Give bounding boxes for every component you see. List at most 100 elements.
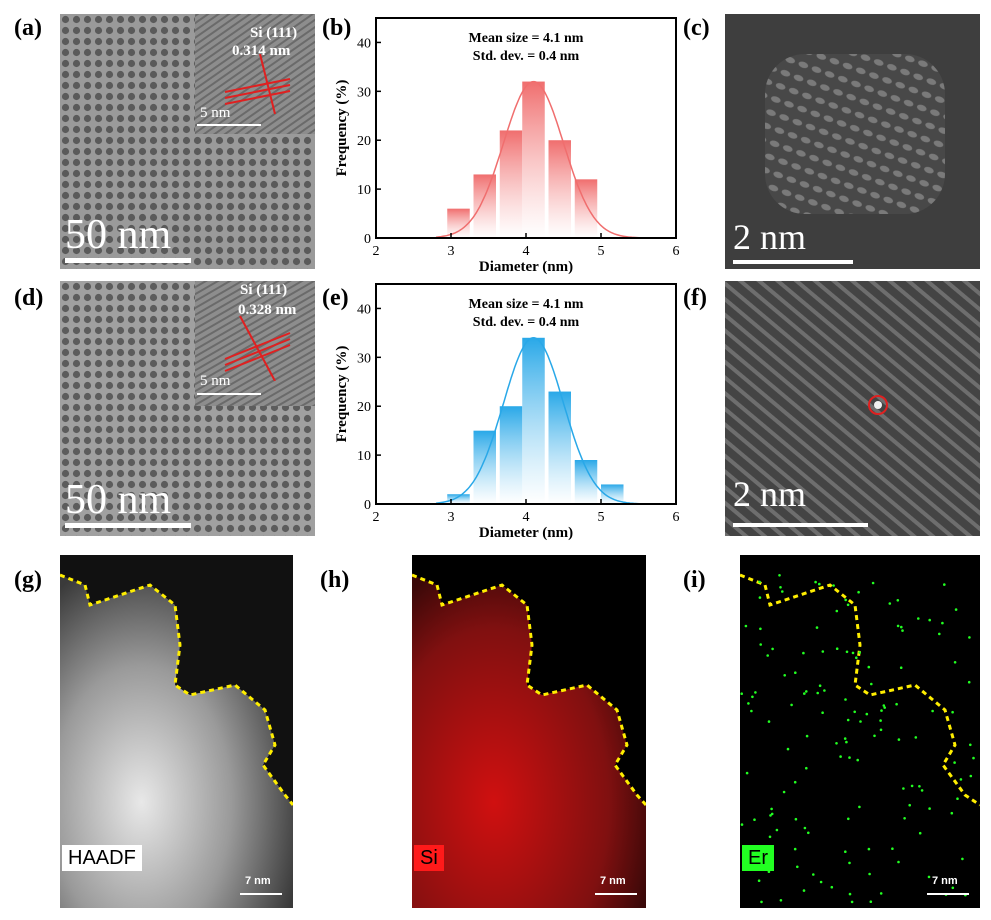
- er-dot: [969, 774, 973, 778]
- hist-b-ytick-label: 10: [357, 183, 371, 198]
- er-dot: [818, 684, 822, 687]
- er-dot: [745, 771, 749, 775]
- er-dot: [782, 790, 786, 794]
- histogram-b-svg: 2 3 4 5 6 0 10 20 30 40 Diameter (nm) Frequency (%)…: [334, 17, 680, 275]
- hist-b-xtick-label: 6: [673, 244, 680, 259]
- er-dot: [846, 718, 850, 722]
- er-dot: [816, 691, 819, 695]
- er-dot: [879, 719, 882, 722]
- er-dot: [901, 629, 904, 632]
- hist-b-ytick-label: 30: [357, 85, 371, 100]
- er-dot: [740, 692, 743, 695]
- er-dot: [781, 590, 784, 593]
- hist-e-ytick-label: 30: [357, 351, 371, 366]
- inset-title-d: Si (111): [240, 282, 288, 298]
- inset-scale-bar-d: [197, 393, 261, 395]
- inset-spacing-a: 0.314 nm: [232, 43, 291, 59]
- er-dot: [914, 736, 918, 739]
- scale-text-a: 50 nm: [65, 212, 172, 258]
- hist-e-ytick-label: 0: [364, 498, 371, 513]
- er-dot: [751, 695, 754, 699]
- er-dot: [846, 603, 850, 607]
- er-dot: [941, 621, 944, 625]
- er-dot: [959, 778, 963, 781]
- er-dot: [821, 650, 825, 653]
- er-dot: [807, 831, 810, 835]
- hist-e-bar: [473, 430, 496, 504]
- er-dot: [778, 574, 781, 577]
- er-dot: [802, 889, 806, 892]
- scale-bar-a: [65, 258, 191, 263]
- lattice-marker-d: [224, 315, 291, 381]
- er-dot: [918, 785, 921, 788]
- panel-label-c: (c): [683, 15, 710, 41]
- hist-b-bar: [574, 179, 598, 238]
- hist-e-bar: [499, 406, 523, 504]
- er-dot: [832, 584, 835, 587]
- scale-text-h: 7 nm: [600, 875, 626, 887]
- er-dot: [873, 734, 876, 738]
- er-dot: [968, 636, 971, 639]
- er-dot: [767, 870, 771, 873]
- scale-text-f: 2 nm: [733, 474, 807, 514]
- er-dot: [969, 743, 972, 747]
- er-dot: [848, 892, 852, 896]
- er-dot: [867, 847, 871, 851]
- er-dot: [938, 632, 941, 636]
- hist-e-ytick-label: 20: [357, 400, 371, 415]
- panel-label-f: (f): [683, 285, 707, 311]
- lattice-marker-a: [224, 54, 291, 114]
- er-dot: [882, 704, 886, 707]
- scale-bar-c: [733, 260, 853, 264]
- hist-e-xtick-label: 2: [373, 510, 380, 525]
- er-dot: [853, 710, 856, 714]
- er-dot: [744, 624, 748, 628]
- er-dot: [794, 671, 797, 674]
- er-dot: [786, 747, 790, 751]
- er-dot: [844, 850, 847, 853]
- er-dot: [917, 617, 920, 620]
- lattice-texture-f: [725, 281, 980, 536]
- hist-b-xtick-label: 2: [373, 244, 380, 259]
- er-dot: [943, 583, 946, 586]
- hist-e-ytick-label: 40: [357, 302, 371, 317]
- er-dot: [796, 865, 799, 869]
- er-dot: [835, 647, 839, 650]
- hist-e-xtick-label: 5: [598, 510, 605, 525]
- er-dot: [803, 692, 806, 695]
- panel-label-e: (e): [322, 285, 349, 311]
- er-dot: [869, 900, 873, 903]
- scale-bar-d: [65, 523, 191, 528]
- hist-b-fit-curve: [435, 80, 647, 239]
- er-dot: [819, 880, 823, 884]
- histogram-b: 2 3 4 5 6 0 10 20 30 40 Diameter (nm) Frequency (%)…: [322, 14, 682, 279]
- er-dot: [855, 656, 858, 659]
- er-dot: [954, 608, 958, 611]
- er-dot: [951, 710, 954, 714]
- er-dot: [902, 787, 905, 790]
- er-dot: [759, 627, 762, 631]
- panel-label-d: (d): [14, 285, 44, 311]
- er-dot: [897, 738, 901, 741]
- er-dot: [821, 711, 824, 714]
- hist-b-xtick-label: 3: [448, 244, 455, 259]
- scale-bar-h: [595, 893, 637, 895]
- er-dot: [769, 814, 772, 817]
- er-dot: [803, 826, 807, 830]
- panel-label-h: (h): [320, 567, 350, 593]
- er-dot: [835, 742, 838, 745]
- er-dot: [896, 624, 900, 628]
- scale-bar-i: [927, 893, 969, 895]
- tag-si: Si: [414, 845, 444, 871]
- er-dot: [779, 899, 783, 902]
- er-dot: [870, 682, 873, 686]
- hist-e-annotation-std: Std. dev. = 0.4 nm: [473, 315, 580, 330]
- boundary-line-h: [412, 573, 646, 807]
- er-dot: [790, 703, 793, 707]
- er-dot: [757, 879, 761, 882]
- hist-b-ylabel: Frequency (%): [334, 80, 350, 177]
- er-dot: [865, 712, 869, 716]
- er-dot: [805, 766, 808, 770]
- er-dot: [903, 817, 906, 820]
- panel-label-b: (b): [322, 15, 352, 41]
